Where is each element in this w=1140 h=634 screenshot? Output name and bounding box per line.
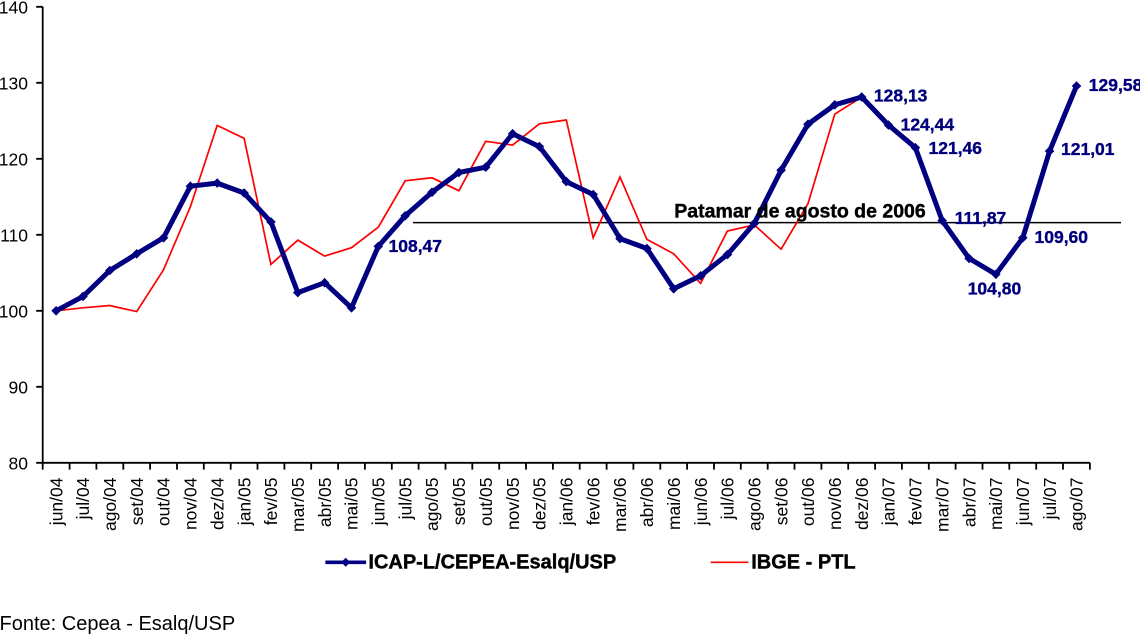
svg-text:jan/05: jan/05	[234, 478, 254, 527]
svg-text:130: 130	[0, 73, 28, 93]
svg-text:jul/05: jul/05	[395, 478, 415, 521]
svg-text:jul/06: jul/06	[718, 478, 738, 521]
svg-text:140: 140	[0, 0, 28, 17]
svg-text:ago/06: ago/06	[745, 478, 765, 532]
svg-text:121,01: 121,01	[1061, 139, 1115, 159]
svg-text:mai/05: mai/05	[342, 478, 362, 531]
svg-text:jul/07: jul/07	[1040, 478, 1060, 521]
svg-text:IBGE - PTL: IBGE - PTL	[751, 552, 855, 574]
svg-text:jun/05: jun/05	[369, 478, 389, 527]
svg-text:100: 100	[0, 301, 28, 321]
svg-text:dez/05: dez/05	[530, 478, 550, 531]
svg-text:fev/07: fev/07	[906, 478, 926, 526]
svg-text:110: 110	[0, 225, 28, 245]
svg-text:nov/04: nov/04	[181, 477, 201, 530]
svg-text:nov/05: nov/05	[503, 478, 523, 531]
svg-text:dez/06: dez/06	[852, 478, 872, 531]
svg-text:80: 80	[9, 453, 29, 473]
svg-text:121,46: 121,46	[929, 138, 983, 158]
svg-text:jun/07: jun/07	[1013, 478, 1033, 527]
svg-text:mar/06: mar/06	[610, 478, 630, 532]
svg-text:set/04: set/04	[127, 477, 147, 525]
svg-text:fev/06: fev/06	[583, 478, 603, 526]
svg-text:jun/06: jun/06	[691, 478, 711, 527]
svg-text:out/04: out/04	[154, 477, 174, 526]
svg-text:nov/06: nov/06	[825, 478, 845, 531]
svg-text:set/06: set/06	[771, 478, 791, 526]
svg-text:jan/07: jan/07	[879, 478, 899, 527]
svg-text:abr/05: abr/05	[315, 478, 335, 528]
svg-text:abr/07: abr/07	[959, 478, 979, 528]
svg-text:set/05: set/05	[449, 478, 469, 526]
svg-text:mai/06: mai/06	[664, 478, 684, 531]
svg-text:90: 90	[9, 377, 29, 397]
svg-text:Patamar de agosto de 2006: Patamar de agosto de 2006	[674, 201, 926, 223]
svg-text:jun/04: jun/04	[46, 477, 66, 526]
svg-text:fev/05: fev/05	[261, 478, 281, 526]
svg-text:129,58: 129,58	[1089, 75, 1140, 95]
svg-text:mar/05: mar/05	[288, 478, 308, 532]
svg-text:mar/07: mar/07	[932, 478, 952, 532]
svg-text:abr/06: abr/06	[637, 478, 657, 528]
svg-text:ICAP-L/CEPEA-Esalq/USP: ICAP-L/CEPEA-Esalq/USP	[368, 552, 616, 574]
svg-text:jul/04: jul/04	[73, 477, 93, 520]
svg-text:Fonte: Cepea - Esalq/USP: Fonte: Cepea - Esalq/USP	[0, 613, 235, 634]
svg-text:out/06: out/06	[798, 478, 818, 527]
svg-text:109,60: 109,60	[1035, 227, 1089, 247]
svg-text:124,44: 124,44	[901, 115, 955, 135]
svg-text:out/05: out/05	[476, 478, 496, 527]
svg-text:ago/07: ago/07	[1067, 478, 1087, 532]
svg-text:128,13: 128,13	[874, 86, 928, 106]
svg-text:104,80: 104,80	[968, 278, 1022, 298]
svg-text:jan/06: jan/06	[557, 478, 577, 527]
svg-text:111,87: 111,87	[955, 208, 1007, 228]
svg-text:120: 120	[0, 149, 28, 169]
svg-text:ago/04: ago/04	[100, 477, 120, 531]
svg-text:dez/04: dez/04	[207, 477, 227, 530]
svg-text:ago/05: ago/05	[422, 478, 442, 532]
svg-text:108,47: 108,47	[389, 236, 443, 256]
svg-text:mai/07: mai/07	[986, 478, 1006, 531]
